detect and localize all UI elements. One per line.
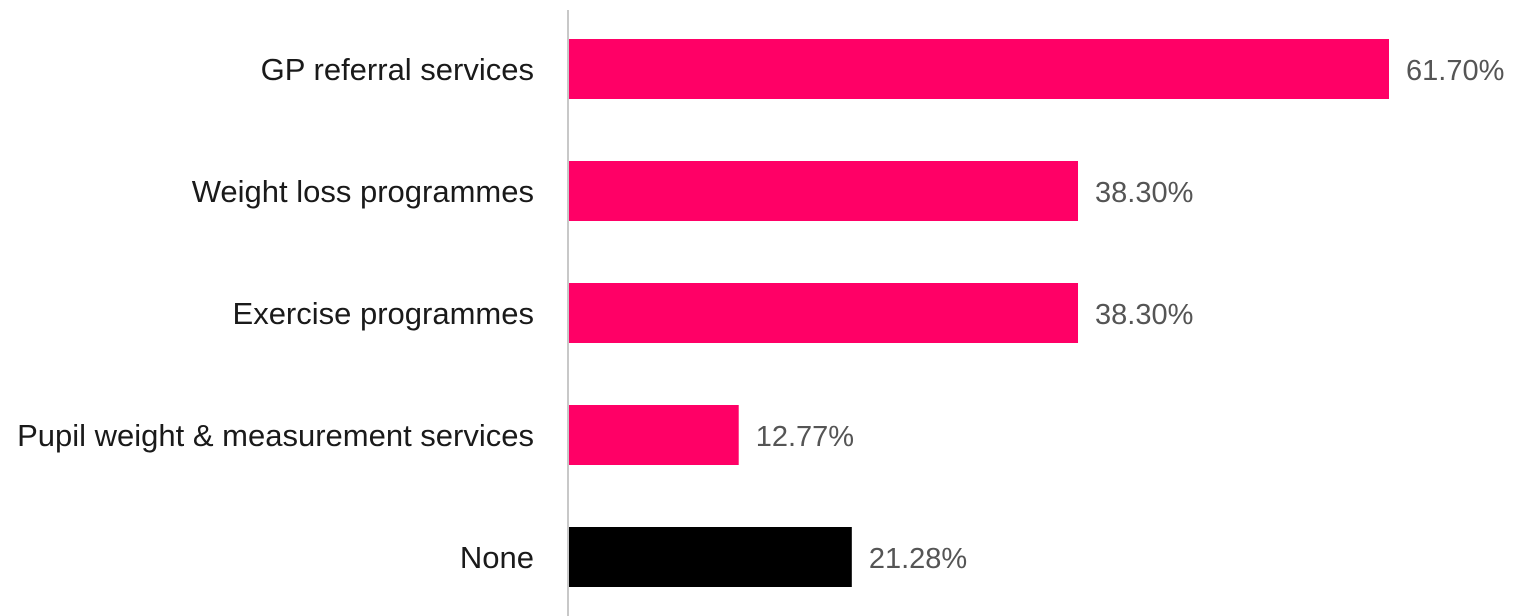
category-label-gp-referral-services: GP referral services <box>261 52 534 87</box>
category-label-none: None <box>460 540 534 575</box>
value-label-gp-referral-services: 61.70% <box>1406 55 1504 87</box>
value-label-exercise-programmes: 38.30% <box>1095 299 1193 331</box>
labels-group: GP referral services 61.70% Weight loss pr… <box>17 52 1504 575</box>
value-label-pupil-weight-and-measurement-services: 12.77% <box>756 421 854 453</box>
value-label-weight-loss-programmes: 38.30% <box>1095 177 1193 209</box>
category-label-pupil-weight-and-measurement-services: Pupil weight & measurement services <box>17 418 534 453</box>
bar-weight-loss-programmes <box>569 161 1079 221</box>
value-label-none: 21.28% <box>869 543 967 575</box>
bar-exercise-programmes <box>569 283 1079 343</box>
bar-gp-referral-services <box>569 39 1389 99</box>
bars-group <box>569 39 1389 587</box>
bar-pupil-weight-and-measurement-services <box>569 405 739 465</box>
bar-none <box>569 527 852 587</box>
category-label-exercise-programmes: Exercise programmes <box>233 296 534 331</box>
category-label-weight-loss-programmes: Weight loss programmes <box>192 174 534 209</box>
